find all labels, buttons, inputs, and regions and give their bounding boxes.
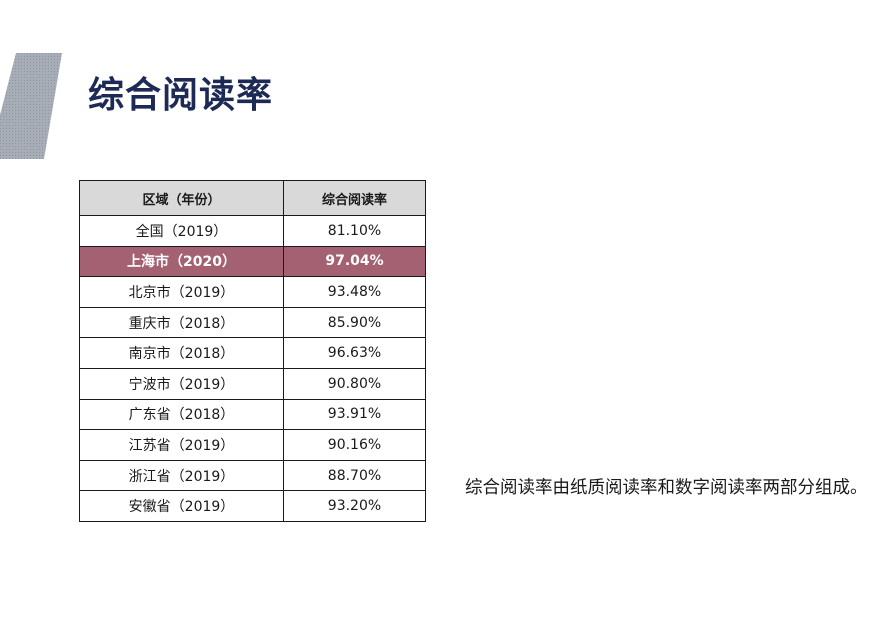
cell-region: 安徽省（2019） xyxy=(79,490,284,522)
cell-rate: 88.70% xyxy=(283,459,426,492)
cell-rate: 93.48% xyxy=(283,276,426,308)
note-text: 综合阅读率由纸质阅读率和数字阅读率两部分组成。 xyxy=(465,478,868,498)
cell-region: 重庆市（2018） xyxy=(79,306,284,339)
cell-region: 北京市（2019） xyxy=(79,276,284,308)
cell-region: 江苏省（2019） xyxy=(79,429,284,461)
table-row: 浙江省（2019） 88.70% xyxy=(79,459,426,492)
table-header-row: 区域（年份） 综合阅读率 xyxy=(79,180,426,216)
table-row-highlighted: 上海市（2020） 97.04% xyxy=(79,245,426,278)
table-row: 北京市（2019） 93.48% xyxy=(79,276,426,308)
cell-region: 南京市（2018） xyxy=(79,337,284,369)
cell-region: 广东省（2018） xyxy=(79,398,284,431)
table-row: 重庆市（2018） 85.90% xyxy=(79,306,426,339)
cell-rate: 97.04% xyxy=(283,245,426,278)
table-row: 南京市（2018） 96.63% xyxy=(79,337,426,369)
table-row: 全国（2019） 81.10% xyxy=(79,215,426,247)
header-rate: 综合阅读率 xyxy=(283,180,426,216)
reading-rate-table: 区域（年份） 综合阅读率 全国（2019） 81.10% 上海市（2020） 9… xyxy=(79,180,426,522)
cell-region: 全国（2019） xyxy=(79,215,284,247)
cell-rate: 90.80% xyxy=(283,367,426,400)
decorative-accent-bar xyxy=(0,53,62,159)
table-row: 江苏省（2019） 90.16% xyxy=(79,429,426,461)
cell-region: 上海市（2020） xyxy=(79,245,284,278)
cell-rate: 93.20% xyxy=(283,490,426,522)
cell-region: 浙江省（2019） xyxy=(79,459,284,492)
cell-rate: 93.91% xyxy=(283,398,426,431)
header-region: 区域（年份） xyxy=(79,180,284,216)
cell-rate: 90.16% xyxy=(283,429,426,461)
cell-region: 宁波市（2019） xyxy=(79,367,284,400)
cell-rate: 81.10% xyxy=(283,215,426,247)
cell-rate: 85.90% xyxy=(283,306,426,339)
page-title: 综合阅读率 xyxy=(88,75,274,116)
table-row: 宁波市（2019） 90.80% xyxy=(79,367,426,400)
table-row: 广东省（2018） 93.91% xyxy=(79,398,426,431)
cell-rate: 96.63% xyxy=(283,337,426,369)
table-row: 安徽省（2019） 93.20% xyxy=(79,490,426,522)
